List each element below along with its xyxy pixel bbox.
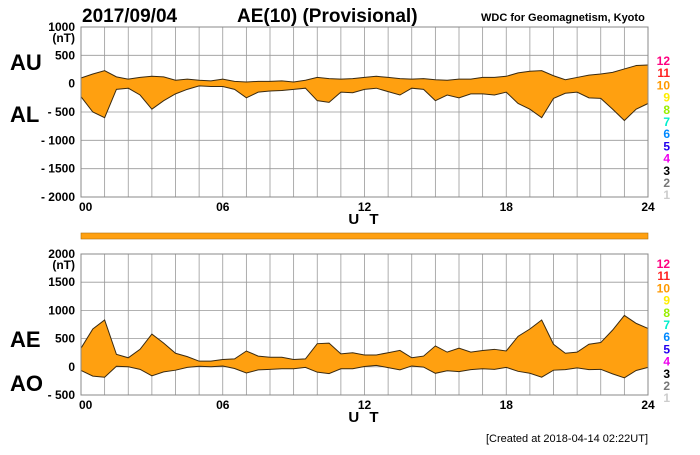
y-tick-label: - 500 — [48, 388, 76, 402]
x-tick-label: 00 — [79, 398, 93, 412]
index-title: AE(10) (Provisional) — [237, 6, 418, 27]
x-tick-label: 06 — [216, 200, 230, 214]
legend-station-count: 5 — [663, 342, 670, 356]
x-tick-label: 06 — [216, 398, 230, 412]
x-tick-label: 24 — [641, 398, 655, 412]
x-tick-label: 18 — [500, 398, 514, 412]
legend-station-count: 10 — [657, 281, 671, 295]
y-tick-label: 1000 — [48, 20, 75, 34]
filled-range-area — [81, 64, 648, 121]
legend-station-count: 12 — [657, 257, 671, 271]
legend-station-count: 4 — [663, 152, 670, 166]
x-tick-label: 00 — [79, 200, 93, 214]
y-tick-label: 500 — [55, 48, 75, 62]
legend-station-count: 8 — [663, 306, 670, 320]
legend-station-count: 1 — [663, 391, 670, 405]
legend-station-count: 3 — [663, 367, 670, 381]
legend-station-count: 9 — [663, 294, 670, 308]
x-axis-title: U T — [348, 409, 381, 426]
legend-station-count: 11 — [657, 66, 670, 80]
legend-station-count: 1 — [663, 188, 670, 202]
y-tick-label: - 1500 — [41, 162, 75, 176]
y-tick-label: - 2000 — [41, 190, 75, 204]
y-tick-label: 1500 — [48, 275, 75, 289]
x-tick-label: 12 — [358, 200, 372, 214]
legend-station-count: 10 — [657, 78, 671, 92]
y-tick-label: 1000 — [48, 303, 75, 317]
y-tick-label: - 500 — [48, 105, 76, 119]
x-tick-label: 12 — [358, 398, 372, 412]
legend-station-count: 5 — [663, 139, 670, 153]
plot-frame — [80, 253, 649, 396]
source-label: WDC for Geomagnetism, Kyoto — [481, 12, 645, 24]
y-tick-label: 0 — [68, 77, 75, 91]
legend-station-count: 2 — [663, 379, 670, 393]
series-label-ao: AO — [10, 371, 43, 396]
y-tick-label: 2000 — [48, 247, 75, 261]
series-label-au: AU — [10, 50, 42, 75]
y-unit-label: (nT) — [52, 31, 75, 45]
legend-station-count: 7 — [663, 115, 670, 129]
legend-station-count: 2 — [663, 176, 670, 190]
series-line-ao — [80, 364, 649, 379]
series-label-al: AL — [10, 102, 39, 127]
data-availability-bar — [80, 232, 649, 240]
y-tick-label: 0 — [68, 360, 75, 374]
plot-frame — [80, 26, 649, 198]
legend-station-count: 4 — [663, 355, 670, 369]
x-axis-title: U T — [348, 211, 381, 228]
legend-station-count: 6 — [663, 330, 670, 344]
series-label-ae: AE — [10, 327, 41, 352]
legend-station-count: 6 — [663, 127, 670, 141]
legend-station-count: 11 — [657, 269, 670, 283]
series-line-al — [80, 85, 649, 122]
panel-au-al: 1000 500 0 - 500 - 1000 - 1500 - 2000 (nT) 00 06 1… — [10, 20, 670, 228]
legend-station-count: 9 — [663, 91, 670, 105]
y-tick-label: - 1000 — [41, 133, 75, 147]
x-tick-label: 18 — [500, 200, 514, 214]
series-line-au — [80, 64, 649, 83]
date-title: 2017/09/04 — [82, 6, 178, 27]
series-line-ae — [80, 314, 649, 362]
legend-station-count: 8 — [663, 103, 670, 117]
created-timestamp: [Created at 2018-04-14 02:22UT] — [486, 433, 648, 445]
x-tick-label: 24 — [641, 200, 655, 214]
legend-station-count: 7 — [663, 318, 670, 332]
y-tick-label: 500 — [55, 332, 75, 346]
legend-station-count: 3 — [663, 164, 670, 178]
filled-range-area — [81, 315, 648, 378]
legend-station-count: 12 — [657, 54, 671, 68]
y-unit-label: (nT) — [52, 258, 75, 272]
